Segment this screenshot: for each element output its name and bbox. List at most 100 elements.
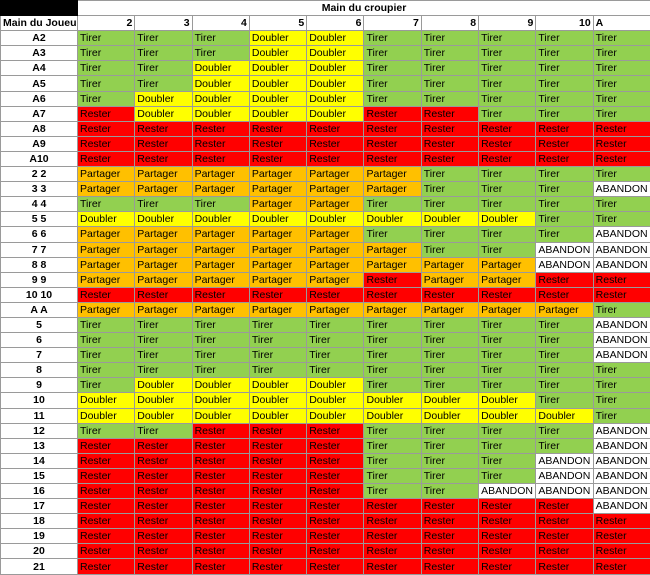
- action-cell[interactable]: Rester: [249, 151, 306, 166]
- action-cell[interactable]: Partager: [307, 167, 364, 182]
- action-cell[interactable]: Rester: [78, 453, 135, 468]
- action-cell[interactable]: Doubler: [78, 393, 135, 408]
- action-cell[interactable]: ABANDON: [536, 468, 593, 483]
- action-cell[interactable]: Tirer: [364, 453, 421, 468]
- action-cell[interactable]: Partager: [78, 167, 135, 182]
- action-cell[interactable]: Tirer: [593, 167, 650, 182]
- action-cell[interactable]: Rester: [135, 559, 192, 574]
- action-cell[interactable]: Rester: [536, 136, 593, 151]
- action-cell[interactable]: Rester: [421, 499, 478, 514]
- action-cell[interactable]: Rester: [192, 484, 249, 499]
- player-hand-cell[interactable]: 11: [1, 408, 78, 423]
- action-cell[interactable]: Doubler: [307, 408, 364, 423]
- action-cell[interactable]: Tirer: [421, 91, 478, 106]
- action-cell[interactable]: Partager: [192, 167, 249, 182]
- dealer-card-header[interactable]: 5: [249, 16, 306, 31]
- action-cell[interactable]: Tirer: [421, 484, 478, 499]
- action-cell[interactable]: Tirer: [536, 348, 593, 363]
- action-cell[interactable]: Doubler: [249, 408, 306, 423]
- dealer-card-header[interactable]: A: [593, 16, 650, 31]
- action-cell[interactable]: Partager: [78, 257, 135, 272]
- action-cell[interactable]: Doubler: [192, 91, 249, 106]
- action-cell[interactable]: ABANDON: [593, 484, 650, 499]
- action-cell[interactable]: Doubler: [135, 212, 192, 227]
- action-cell[interactable]: Doubler: [364, 212, 421, 227]
- dealer-card-header[interactable]: 3: [135, 16, 192, 31]
- action-cell[interactable]: Doubler: [192, 393, 249, 408]
- action-cell[interactable]: Tirer: [479, 242, 536, 257]
- action-cell[interactable]: Rester: [593, 272, 650, 287]
- action-cell[interactable]: Tirer: [364, 46, 421, 61]
- action-cell[interactable]: Doubler: [249, 31, 306, 46]
- player-hand-cell[interactable]: 9: [1, 378, 78, 393]
- action-cell[interactable]: Rester: [421, 287, 478, 302]
- player-hand-cell[interactable]: 8 8: [1, 257, 78, 272]
- action-cell[interactable]: ABANDON: [593, 242, 650, 257]
- action-cell[interactable]: Tirer: [192, 31, 249, 46]
- action-cell[interactable]: Rester: [479, 287, 536, 302]
- action-cell[interactable]: Doubler: [421, 212, 478, 227]
- action-cell[interactable]: Doubler: [192, 76, 249, 91]
- action-cell[interactable]: Doubler: [479, 408, 536, 423]
- action-cell[interactable]: Partager: [249, 272, 306, 287]
- action-cell[interactable]: Rester: [78, 438, 135, 453]
- action-cell[interactable]: Rester: [192, 468, 249, 483]
- action-cell[interactable]: Partager: [307, 302, 364, 317]
- action-cell[interactable]: Tirer: [364, 423, 421, 438]
- action-cell[interactable]: Doubler: [135, 91, 192, 106]
- action-cell[interactable]: Partager: [192, 182, 249, 197]
- action-cell[interactable]: Rester: [421, 136, 478, 151]
- action-cell[interactable]: Tirer: [421, 468, 478, 483]
- action-cell[interactable]: Partager: [307, 272, 364, 287]
- action-cell[interactable]: Partager: [479, 257, 536, 272]
- action-cell[interactable]: Rester: [307, 438, 364, 453]
- action-cell[interactable]: Rester: [307, 544, 364, 559]
- action-cell[interactable]: Rester: [307, 423, 364, 438]
- action-cell[interactable]: Tirer: [135, 31, 192, 46]
- action-cell[interactable]: Tirer: [78, 197, 135, 212]
- action-cell[interactable]: Partager: [249, 227, 306, 242]
- player-hand-cell[interactable]: 19: [1, 529, 78, 544]
- action-cell[interactable]: Tirer: [307, 363, 364, 378]
- action-cell[interactable]: Partager: [307, 227, 364, 242]
- action-cell[interactable]: Rester: [192, 499, 249, 514]
- action-cell[interactable]: Rester: [479, 544, 536, 559]
- player-hand-cell[interactable]: A2: [1, 31, 78, 46]
- action-cell[interactable]: Tirer: [307, 317, 364, 332]
- action-cell[interactable]: Rester: [536, 544, 593, 559]
- action-cell[interactable]: Rester: [421, 529, 478, 544]
- action-cell[interactable]: Tirer: [78, 91, 135, 106]
- action-cell[interactable]: Tirer: [192, 348, 249, 363]
- action-cell[interactable]: Tirer: [479, 76, 536, 91]
- action-cell[interactable]: Tirer: [78, 76, 135, 91]
- action-cell[interactable]: Tirer: [78, 317, 135, 332]
- action-cell[interactable]: Doubler: [135, 408, 192, 423]
- action-cell[interactable]: Rester: [364, 514, 421, 529]
- action-cell[interactable]: Tirer: [364, 484, 421, 499]
- action-cell[interactable]: Tirer: [479, 453, 536, 468]
- action-cell[interactable]: Rester: [307, 529, 364, 544]
- action-cell[interactable]: Tirer: [593, 46, 650, 61]
- dealer-card-header[interactable]: 2: [78, 16, 135, 31]
- action-cell[interactable]: Tirer: [536, 91, 593, 106]
- action-cell[interactable]: Tirer: [421, 76, 478, 91]
- action-cell[interactable]: Partager: [249, 167, 306, 182]
- action-cell[interactable]: Partager: [421, 302, 478, 317]
- action-cell[interactable]: Rester: [78, 544, 135, 559]
- action-cell[interactable]: Tirer: [479, 182, 536, 197]
- action-cell[interactable]: Tirer: [364, 468, 421, 483]
- action-cell[interactable]: Rester: [135, 529, 192, 544]
- action-cell[interactable]: Tirer: [479, 333, 536, 348]
- player-hand-cell[interactable]: 6 6: [1, 227, 78, 242]
- action-cell[interactable]: Partager: [364, 302, 421, 317]
- action-cell[interactable]: Tirer: [192, 46, 249, 61]
- action-cell[interactable]: Rester: [249, 121, 306, 136]
- action-cell[interactable]: Rester: [479, 121, 536, 136]
- action-cell[interactable]: Rester: [78, 529, 135, 544]
- action-cell[interactable]: Doubler: [307, 91, 364, 106]
- action-cell[interactable]: Tirer: [364, 227, 421, 242]
- action-cell[interactable]: Rester: [536, 151, 593, 166]
- action-cell[interactable]: Doubler: [479, 393, 536, 408]
- player-hand-cell[interactable]: 10 10: [1, 287, 78, 302]
- action-cell[interactable]: Tirer: [536, 76, 593, 91]
